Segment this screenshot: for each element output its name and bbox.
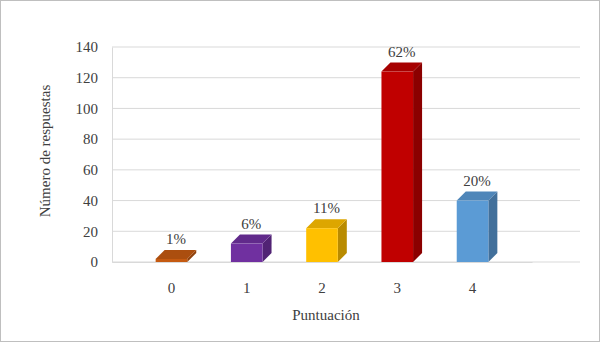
y-axis-line [112,48,113,263]
bar [381,72,413,262]
bar-group [231,235,272,262]
x-tick-label: 3 [394,280,402,296]
grid-line [112,77,580,78]
bar-top [231,235,272,244]
bar [231,244,263,262]
y-axis: 0 20 40 60 80 100 120 140 [76,39,113,270]
bar-group [306,219,347,262]
bars [156,63,498,262]
y-tick-label: 140 [76,39,99,55]
bar-group [381,63,422,262]
y-tick-label: 40 [83,193,98,209]
grid-line [112,169,580,170]
bar [306,228,338,262]
y-tick-label: 80 [83,131,98,147]
y-tick-label: 60 [83,162,98,178]
x-tick: 1 [243,262,251,296]
grid-line [112,139,580,140]
y-tick: 120 [76,70,113,86]
y-tick: 20 [83,224,112,240]
bar [156,259,188,262]
bar [457,201,489,262]
y-tick-label: 120 [76,70,99,86]
grid-line [112,47,580,48]
bar-top [457,192,498,201]
bar-group [457,192,498,262]
bar-top [306,219,347,228]
y-tick-label: 0 [91,254,99,270]
grid [112,47,580,262]
x-tick: 0 [168,262,176,296]
y-tick: 40 [83,193,112,209]
y-tick: 80 [83,131,112,147]
y-tick: 0 [91,254,113,270]
x-tick-label: 4 [469,280,477,296]
grid-line [112,200,580,201]
y-axis-title: Número de respuestas [37,85,53,218]
chart: 0 20 40 60 80 100 120 140 0 1 2 3 4 1% 6% 11% 62% 20% Punt… [0,0,600,342]
x-axis-line [113,262,533,263]
bar-side [488,192,497,262]
data-label: 62% [388,44,416,60]
x-tick-label: 0 [168,280,176,296]
x-tick: 2 [318,262,326,296]
y-tick-label: 20 [83,224,98,240]
x-tick: 3 [394,262,402,296]
x-axis-title: Puntuación [292,307,360,323]
data-label: 1% [166,231,186,247]
y-tick-label: 100 [76,101,99,117]
grid-line [112,108,580,109]
data-label: 11% [313,200,340,216]
bar-side [413,63,422,262]
chart-frame [1,1,600,342]
data-label: 6% [241,216,261,232]
bar-top [156,250,197,259]
bar-top [381,63,422,72]
data-labels: 1% 6% 11% 62% 20% [166,44,491,247]
y-tick: 100 [76,101,113,117]
y-tick: 140 [76,39,113,55]
bar-group [156,250,197,262]
x-axis: 0 1 2 3 4 [113,262,533,296]
y-tick: 60 [83,162,112,178]
x-tick-label: 1 [243,280,251,296]
x-tick-label: 2 [318,280,326,296]
data-label: 20% [463,173,491,189]
x-tick: 4 [469,262,477,296]
